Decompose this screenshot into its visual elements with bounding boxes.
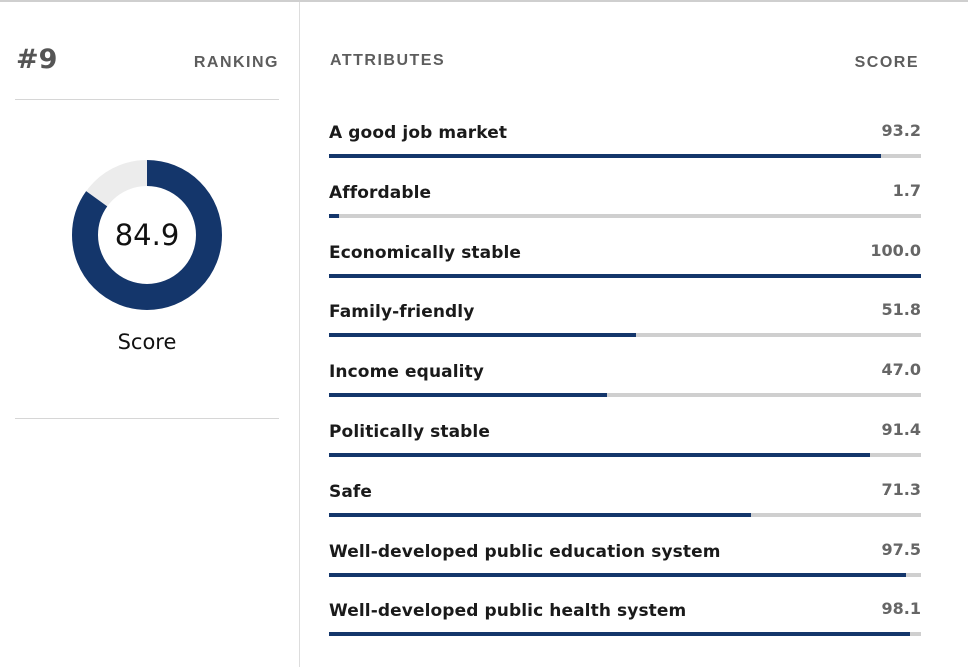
attribute-score-bar [329, 512, 752, 517]
attribute-score-track [329, 213, 921, 218]
attribute-score: 1.7 [892, 180, 921, 200]
attributes-header: ATTRIBUTES [330, 52, 446, 69]
attribute-row: Well-developed public education system 97… [329, 539, 921, 582]
ranking-divider-top [15, 99, 279, 100]
attribute-score-track [329, 333, 921, 338]
rank-number: #9 [16, 44, 58, 75]
attribute-score: 98.1 [881, 599, 921, 619]
attribute-score-track [329, 632, 921, 637]
attribute-score: 97.5 [881, 539, 921, 559]
attribute-score-bar [329, 154, 881, 158]
score-caption: Score [117, 330, 177, 354]
attribute-label: A good job market [329, 123, 508, 143]
attribute-score-track [329, 273, 921, 278]
ranking-divider-bottom [15, 418, 279, 419]
attribute-score-track [329, 393, 921, 398]
attribute-row: Well-developed public health system 98.1 [329, 599, 921, 641]
attribute-score-bar [329, 393, 608, 398]
attribute-row: A good job market 93.2 [329, 121, 921, 163]
score-header: SCORE [854, 54, 919, 71]
attribute-row: Income equality 47.0 [329, 360, 921, 402]
attribute-score-track [329, 512, 921, 517]
score-value: 84.9 [114, 218, 180, 252]
attribute-label: Safe [329, 481, 373, 502]
attribute-score: 71.3 [881, 479, 921, 499]
attribute-score-bar [329, 333, 636, 338]
ranking-label: RANKING [193, 54, 279, 71]
attribute-score: 91.4 [881, 420, 921, 439]
attribute-score-track [329, 572, 921, 577]
donut-score-arc [72, 160, 222, 310]
attribute-score-bar [329, 632, 910, 637]
attribute-score: 51.8 [881, 300, 921, 320]
attribute-score-bar [329, 213, 340, 218]
attribute-row: Economically stable 100.0 [329, 240, 921, 283]
attribute-label: Affordable [329, 182, 432, 203]
attributes-panel: ATTRIBUTES SCORE A good job market 93.2 Af… [300, 2, 968, 667]
attribute-score-track [329, 154, 921, 158]
attribute-score-bar [329, 572, 907, 577]
attribute-label: Family-friendly [329, 302, 475, 323]
attribute-score-bar [329, 273, 921, 278]
ranking-panel: #9 RANKING 84.9 Score [0, 2, 300, 667]
attribute-score-bar [329, 453, 871, 457]
attribute-row: Family-friendly 51.8 [329, 300, 921, 342]
score-donut: 84.9 [71, 159, 223, 311]
attribute-label: Well-developed public health system [329, 601, 687, 622]
attribute-row: Safe 71.3 [329, 479, 921, 522]
attribute-score: 100.0 [870, 240, 921, 260]
attribute-label: Politically stable [329, 422, 490, 442]
score-donut-chart [72, 160, 222, 310]
attribute-label: Economically stable [329, 242, 522, 263]
attribute-score: 93.2 [881, 121, 921, 140]
attribute-row: Affordable 1.7 [329, 180, 921, 223]
attribute-label: Income equality [329, 362, 484, 383]
attribute-label: Well-developed public education system [329, 541, 721, 562]
attribute-score-track [329, 453, 921, 457]
attribute-score: 47.0 [881, 360, 921, 380]
attribute-row: Politically stable 91.4 [329, 420, 921, 462]
